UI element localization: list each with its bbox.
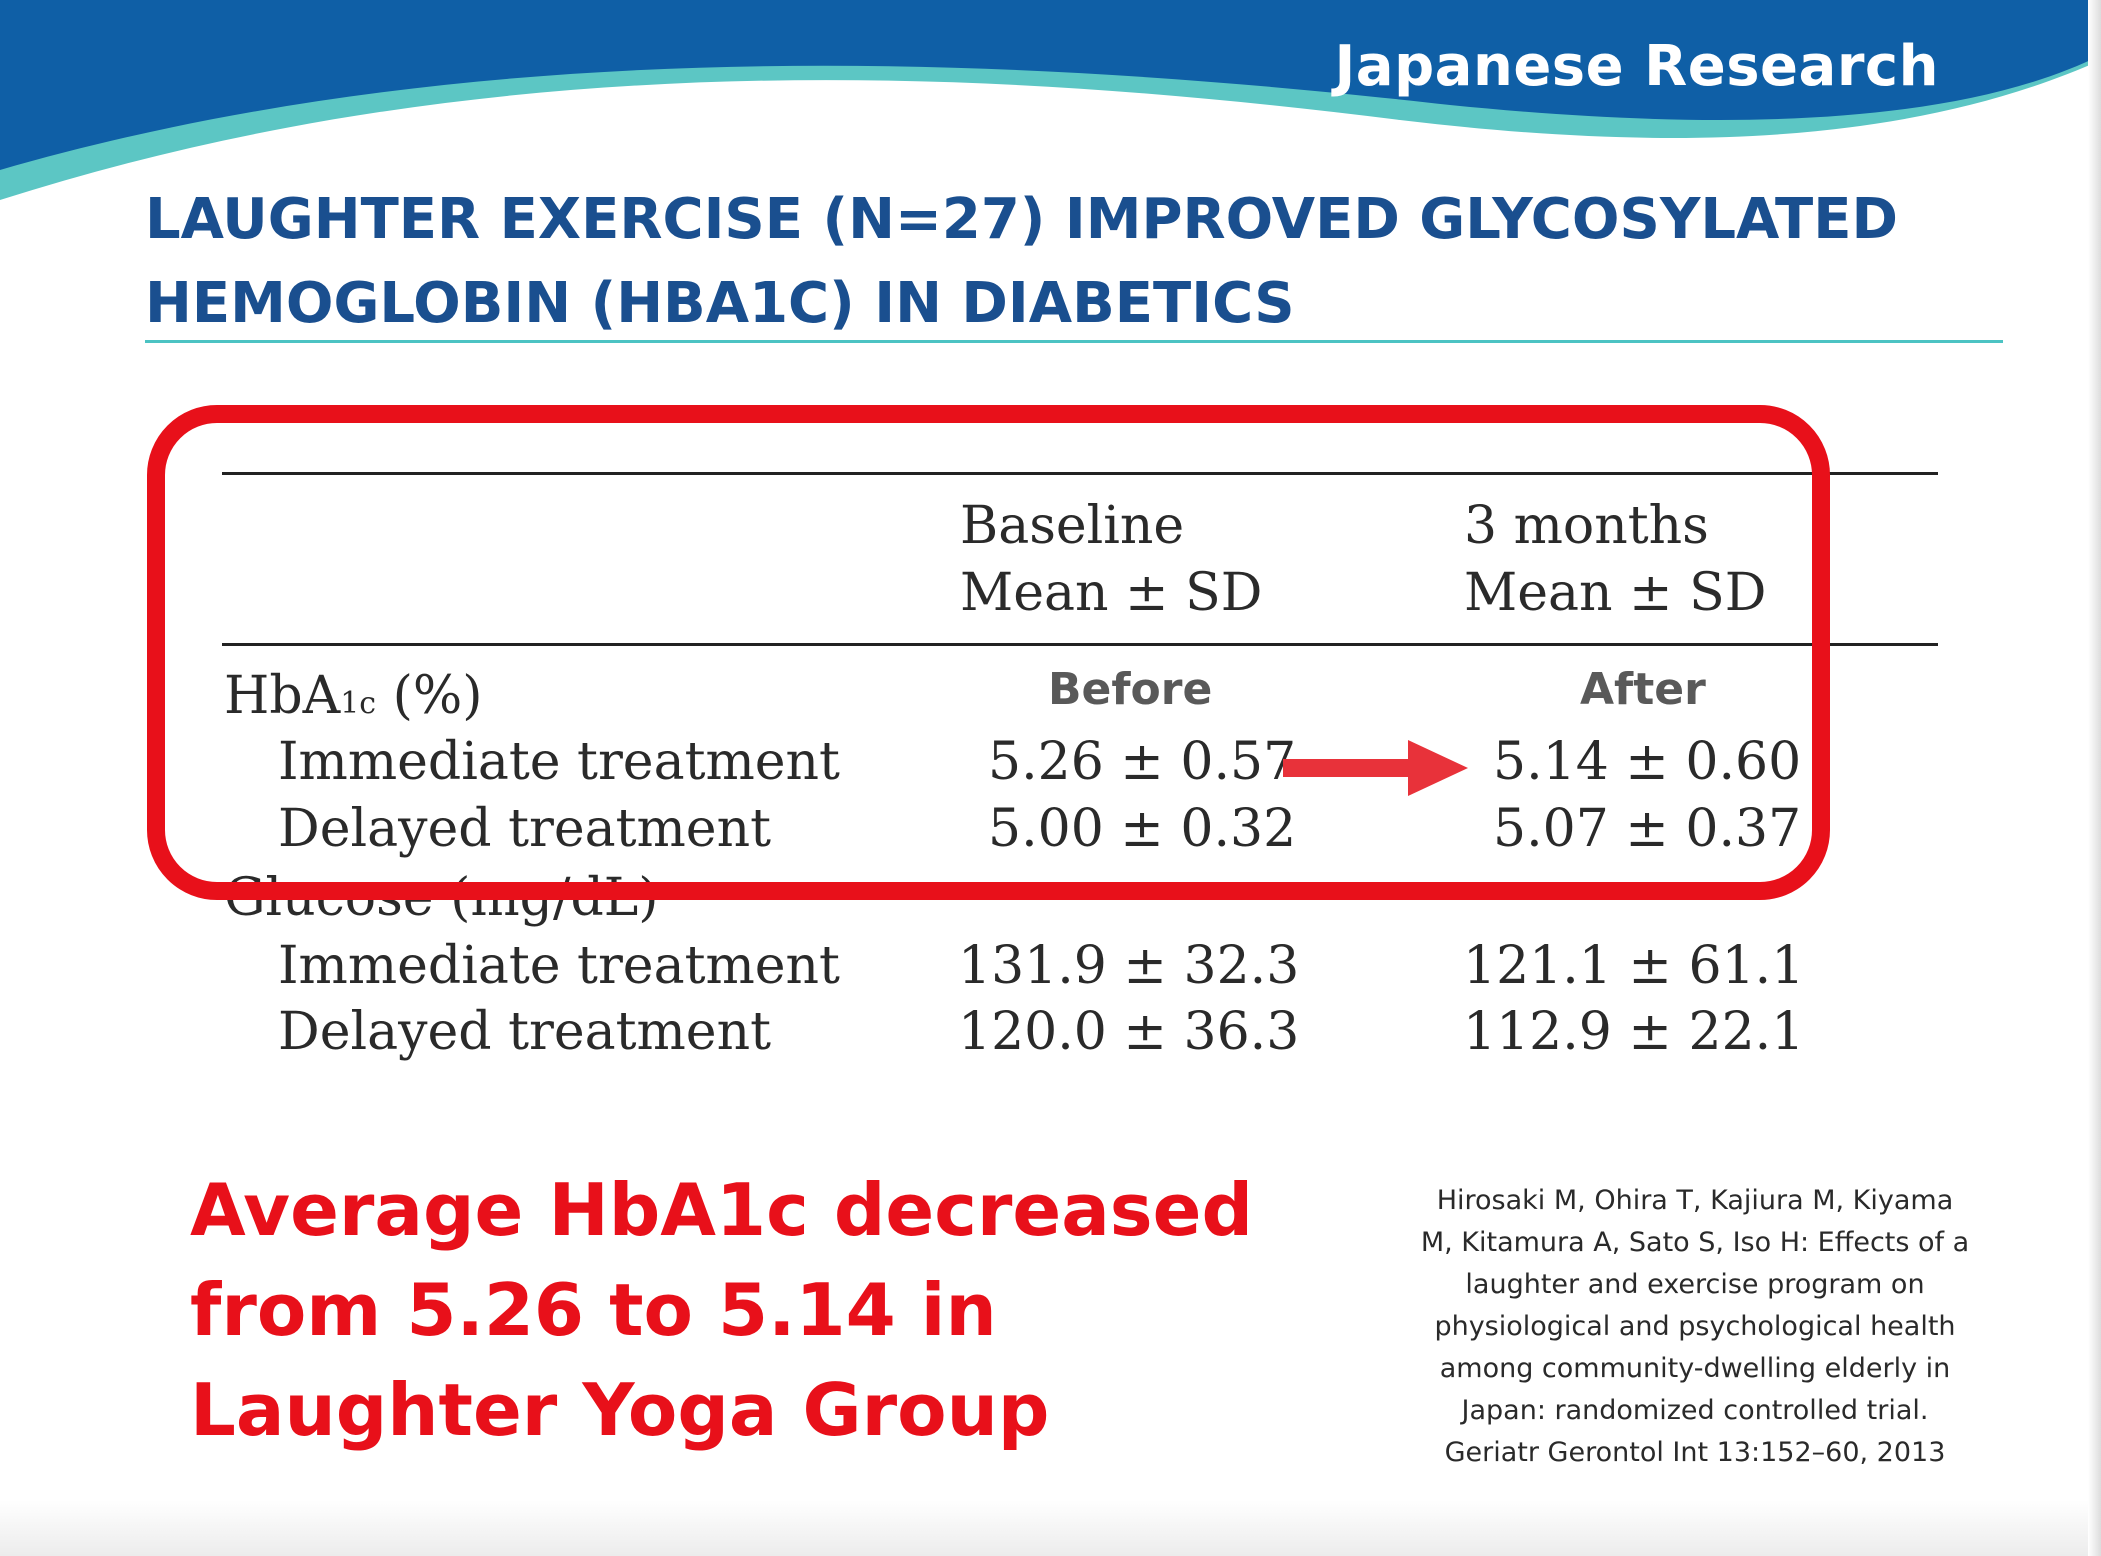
col-header-3months-stat: Mean ± SD [1464, 563, 1767, 623]
citation-line: Hirosaki M, Ohira T, Kajiura M, Kiyama [1436, 1185, 1954, 1216]
summary-text: Average HbA1c decreased from 5.26 to 5.1… [190, 1160, 1254, 1460]
citation-line: Japan: randomized controlled trial. [1461, 1395, 1929, 1426]
summary-line1: Average HbA1c decreased [190, 1168, 1254, 1252]
col-header-baseline-stat: Mean ± SD [960, 563, 1263, 623]
after-label: After [1580, 664, 1706, 715]
right-edge-shade [2088, 0, 2101, 1556]
hba1c-row-delayed-3months: 5.07 ± 0.37 [1493, 799, 1802, 859]
summary-line2: from 5.26 to 5.14 in [190, 1268, 997, 1352]
hba1c-row-delayed-baseline: 5.00 ± 0.32 [988, 799, 1297, 859]
glucose-row-delayed-label: Delayed treatment [278, 1002, 771, 1062]
citation-line: physiological and psychological health [1434, 1311, 1956, 1342]
slide-title: LAUGHTER EXERCISE (N=27) IMPROVED GLYCOS… [145, 178, 2005, 346]
col-header-3months: 3 months [1464, 496, 1709, 556]
citation: Hirosaki M, Ohira T, Kajiura M, Kiyama M… [1395, 1180, 1995, 1474]
glucose-row-delayed-baseline: 120.0 ± 36.3 [958, 1002, 1300, 1062]
right-arrow-icon [1283, 740, 1468, 796]
hba1c-highlight-box [147, 405, 1830, 900]
bottom-shade [0, 1500, 2101, 1556]
citation-line: laughter and exercise program on [1465, 1269, 1925, 1300]
citation-line: Geriatr Gerontol Int 13:152–60, 2013 [1444, 1437, 1946, 1468]
citation-line: M, Kitamura A, Sato S, Iso H: Effects of… [1420, 1227, 1970, 1258]
col-header-baseline: Baseline [960, 496, 1185, 556]
before-label: Before [1048, 664, 1213, 715]
glucose-row-immediate-label: Immediate treatment [278, 936, 840, 996]
header-wave-dark [0, 0, 2101, 170]
hba1c-row-immediate-label: Immediate treatment [278, 732, 840, 792]
glucose-row-delayed-3months: 112.9 ± 22.1 [1463, 1002, 1805, 1062]
table-top-rule [222, 472, 1938, 475]
section-label: Japanese Research [1334, 34, 1939, 99]
slide-title-line2: HEMOGLOBIN (HBA1C) IN DIABETICS [145, 271, 1295, 336]
summary-line3: Laughter Yoga Group [190, 1368, 1050, 1452]
hba1c-row-immediate-3months: 5.14 ± 0.60 [1493, 732, 1802, 792]
hba1c-suffix: (%) [376, 666, 483, 726]
hba1c-section-header: HbA1c (%) [224, 670, 483, 722]
glucose-row-immediate-3months: 121.1 ± 61.1 [1463, 936, 1805, 996]
hba1c-row-immediate-baseline: 5.26 ± 0.57 [988, 732, 1297, 792]
header-wave-banner [0, 0, 2101, 200]
slide-title-line1: LAUGHTER EXERCISE (N=27) IMPROVED GLYCOS… [145, 187, 1898, 252]
glucose-row-immediate-baseline: 131.9 ± 32.3 [958, 936, 1300, 996]
table-header-rule [222, 643, 1938, 646]
hba1c-prefix: HbA [224, 666, 341, 726]
title-underline [145, 340, 2003, 343]
citation-line: among community-dwelling elderly in [1439, 1353, 1951, 1384]
hba1c-subscript: 1c [340, 686, 377, 721]
hba1c-row-delayed-label: Delayed treatment [278, 799, 771, 859]
